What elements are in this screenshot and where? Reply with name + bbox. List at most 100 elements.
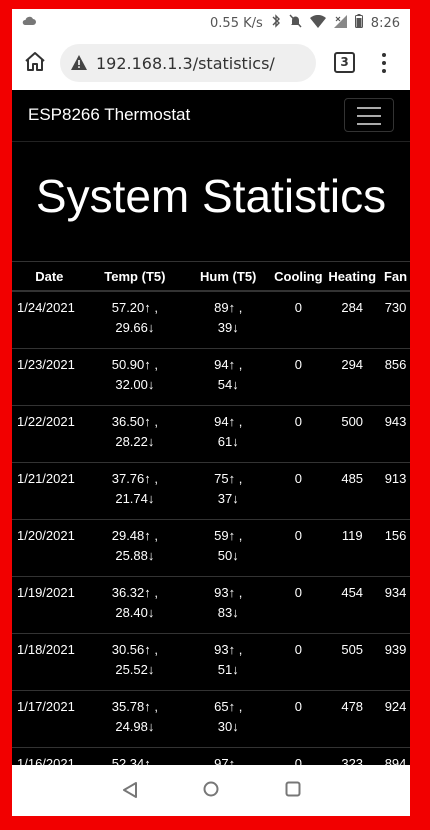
cell-temp: 37.76↑ , 21.74↓ (86, 462, 184, 520)
cell-date-value: 1/23/2021 (17, 357, 75, 372)
table-row: 1/17/2021 35.78↑ , 24.98↓ 65↑ , 30↓ 0 478 924 (12, 690, 410, 748)
cell-hum-value: 75↑ , (214, 471, 243, 486)
cell-cooling-value: 0 (294, 471, 302, 486)
cell-heating: 485 (323, 462, 382, 520)
cell-temp-value: 24.98↓ (115, 719, 155, 734)
recent-apps-icon[interactable] (285, 781, 301, 801)
cell-hum-value: 97↑ , (214, 756, 243, 765)
cell-cooling-value: 0 (294, 699, 302, 714)
status-bar: 0.55 K/s 8:26 (12, 9, 410, 36)
cell-fan-value: 934 (384, 585, 407, 600)
tab-switcher-button[interactable]: 3 (334, 52, 355, 73)
cell-temp-value: 37.76↑ , (111, 471, 158, 486)
cell-temp: 30.56↑ , 25.52↓ (86, 633, 184, 691)
cell-hum-value: 93↑ , (214, 642, 243, 657)
cell-cooling: 0 (273, 690, 324, 748)
cell-fan-value: 856 (384, 357, 407, 372)
statistics-table-container[interactable]: Date Temp (T5) Hum (T5) Cooling Heating … (12, 261, 410, 765)
cell-hum: 65↑ , 30↓ (183, 690, 274, 748)
cell-fan-value: 943 (384, 414, 407, 429)
cell-hum-value: 37↓ (217, 491, 239, 506)
cell-cooling-value: 0 (294, 528, 302, 543)
cell-date: 1/21/2021 (12, 462, 87, 520)
cell-heating-value: 323 (341, 756, 364, 765)
cell-temp-value: 32.00↓ (115, 377, 155, 392)
cell-date: 1/16/2021 (12, 747, 87, 765)
cell-temp: 29.48↑ , 25.88↓ (86, 519, 184, 577)
table-row: 1/18/2021 30.56↑ , 25.52↓ 93↑ , 51↓ 0 505 939 (12, 633, 410, 691)
cell-temp-value: 36.32↑ , (111, 585, 158, 600)
cell-fan: 856 (381, 348, 410, 406)
cell-cooling: 0 (273, 291, 323, 349)
cell-temp-value: 21.74↓ (115, 491, 155, 506)
table-body: 1/24/2021 57.20↑ , 29.66↓ 89↑ , 39↓ 0 284 730 1/… (12, 291, 410, 765)
url-text[interactable]: 192.168.1.3/statistics/ (96, 53, 275, 73)
header-cooling: Cooling (273, 261, 324, 292)
header-heating: Heating (323, 261, 382, 292)
cell-date-value: 1/24/2021 (17, 300, 75, 315)
mute-icon (289, 14, 302, 32)
cell-cooling: 0 (273, 519, 324, 577)
cell-temp-value: 57.20↑ , (111, 300, 158, 315)
cell-hum-value: 30↓ (217, 719, 239, 734)
cell-hum-value: 50↓ (217, 548, 239, 563)
cell-cooling: 0 (273, 747, 324, 765)
table-header-row: Date Temp (T5) Hum (T5) Cooling Heating … (12, 261, 410, 292)
cell-temp-value: 35.78↑ , (111, 699, 158, 714)
cell-fan-value: 894 (384, 756, 407, 765)
cell-temp-value: 30.56↑ , (111, 642, 158, 657)
header-hum: Hum (T5) (183, 261, 274, 292)
cell-temp-value: 29.66↓ (115, 320, 155, 335)
address-bar[interactable]: 192.168.1.3/statistics/ (60, 44, 316, 82)
bluetooth-icon (271, 14, 281, 32)
cell-heating: 284 (323, 291, 381, 349)
table-row: 1/24/2021 57.20↑ , 29.66↓ 89↑ , 39↓ 0 284 730 (12, 291, 410, 349)
cell-temp: 35.78↑ , 24.98↓ (86, 690, 184, 748)
cell-hum-value: 51↓ (217, 662, 239, 677)
cell-hum: 97↑ ,53↓ (183, 747, 274, 765)
cell-hum-value: 59↑ , (214, 528, 243, 543)
cell-heating-value: 454 (341, 585, 364, 600)
cell-fan: 913 (381, 462, 410, 520)
cell-hum-value: 83↓ (217, 605, 239, 620)
cell-hum-value: 94↑ , (214, 414, 243, 429)
cell-fan: 943 (381, 405, 410, 463)
cell-date: 1/17/2021 (12, 690, 87, 748)
home-circle-icon[interactable] (203, 781, 219, 801)
cell-temp-value: 25.52↓ (115, 662, 155, 677)
cell-temp-value: 50.90↑ , (111, 357, 158, 372)
cell-fan: 894 (381, 747, 410, 765)
battery-icon (354, 14, 363, 32)
cell-hum-value: 39↓ (217, 320, 239, 335)
cell-hum-value: 61↓ (217, 434, 239, 449)
cell-date: 1/24/2021 (12, 291, 87, 349)
navbar-brand[interactable]: ESP8266 Thermostat (28, 105, 191, 124)
cell-heating-value: 478 (341, 699, 364, 714)
home-icon[interactable] (23, 50, 47, 74)
cell-heating-value: 119 (341, 528, 363, 543)
cell-date: 1/20/2021 (12, 519, 87, 577)
cell-cooling-value: 0 (294, 585, 302, 600)
cell-heating: 454 (323, 576, 382, 634)
cell-cooling: 0 (273, 405, 324, 463)
more-menu-icon[interactable] (374, 49, 394, 75)
cell-date-value: 1/20/2021 (17, 528, 75, 543)
cell-date: 1/19/2021 (12, 576, 87, 634)
cell-temp: 52.34↑ ,30.74↓ (86, 747, 184, 765)
cell-temp-value: 36.50↑ , (111, 414, 158, 429)
warning-icon[interactable] (70, 54, 88, 72)
table-row: 1/16/2021 52.34↑ ,30.74↓97↑ ,53↓ 0 323 894 (12, 747, 410, 765)
cell-temp: 36.32↑ , 28.40↓ (86, 576, 184, 634)
cell-heating: 505 (323, 633, 382, 691)
clock-time: 8:26 (370, 15, 400, 31)
cell-date: 1/23/2021 (12, 348, 87, 406)
cell-date-value: 1/21/2021 (17, 471, 75, 486)
cell-fan: 730 (381, 291, 410, 349)
cell-hum-value: 94↑ , (214, 357, 243, 372)
cell-fan: 156 (381, 519, 410, 577)
cell-heating: 478 (323, 690, 382, 748)
cell-heating: 119 (323, 519, 382, 577)
back-icon[interactable] (122, 781, 138, 803)
navbar-toggle-button[interactable] (344, 98, 394, 132)
table-row: 1/23/2021 50.90↑ , 32.00↓ 94↑ , 54↓ 0 294 856 (12, 348, 410, 406)
